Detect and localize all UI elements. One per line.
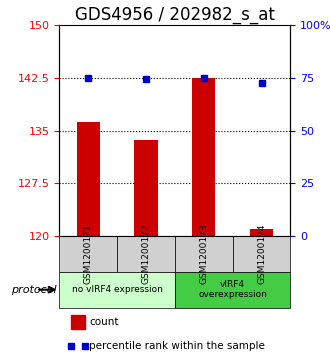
- Text: count: count: [89, 317, 119, 327]
- FancyBboxPatch shape: [59, 236, 117, 272]
- Text: percentile rank within the sample: percentile rank within the sample: [89, 341, 265, 351]
- Title: GDS4956 / 202982_s_at: GDS4956 / 202982_s_at: [75, 6, 275, 24]
- FancyBboxPatch shape: [117, 236, 175, 272]
- FancyBboxPatch shape: [175, 272, 290, 308]
- Text: GSM1200171: GSM1200171: [84, 223, 93, 284]
- Bar: [77, 122, 100, 236]
- Text: no vIRF4 expression: no vIRF4 expression: [72, 285, 163, 294]
- Bar: [135, 140, 158, 236]
- FancyBboxPatch shape: [233, 236, 290, 272]
- Text: GSM1200174: GSM1200174: [257, 223, 266, 284]
- Text: protocol: protocol: [11, 285, 56, 295]
- Bar: [192, 78, 215, 236]
- FancyBboxPatch shape: [175, 236, 233, 272]
- Text: GSM1200173: GSM1200173: [199, 223, 208, 284]
- Text: vIRF4
overexpression: vIRF4 overexpression: [198, 280, 267, 299]
- Bar: [250, 229, 273, 236]
- Bar: [71, 315, 85, 329]
- Text: GSM1200172: GSM1200172: [142, 223, 150, 284]
- FancyBboxPatch shape: [59, 272, 175, 308]
